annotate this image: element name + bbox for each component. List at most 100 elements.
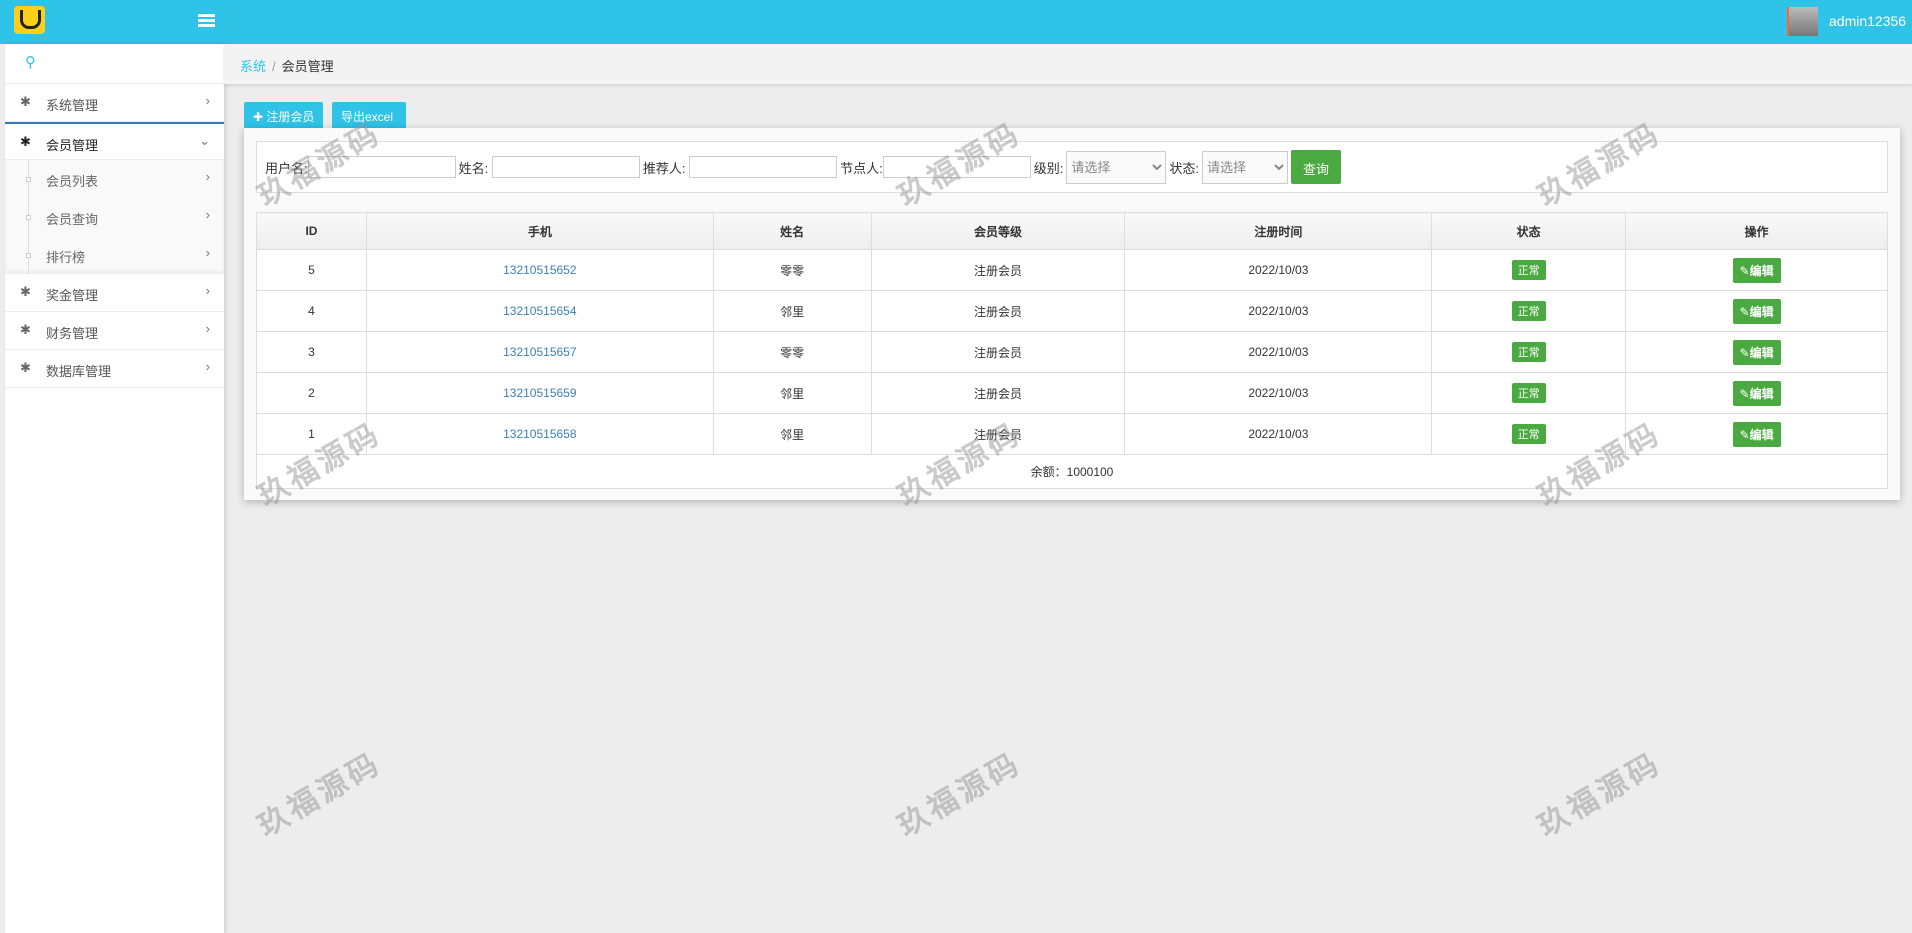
edit-icon: ✎ [1739,386,1750,401]
column-header: 姓名 [712,212,872,250]
member-table: ID 手机 姓名 会员等级 注册时间 状态 操作 5 13210515652 零零 注册会员 202… [256,212,1888,489]
sidebar-item-label: 会员查询 [46,212,99,227]
button-label: 编辑 [1749,386,1774,401]
table-cell: 2022/10/03 [1124,249,1433,291]
table-cell: 正常 [1431,249,1627,291]
column-header: 会员等级 [870,212,1126,250]
table-cell: 注册会员 [870,331,1126,373]
status-select[interactable]: 请选择 [1202,150,1288,184]
status-badge: 正常 [1511,301,1546,321]
sidebar-item-members[interactable]: ✱ 会员管理 ⌄ [5,122,224,160]
referrer-label: 推荐人: [642,160,686,176]
sidebar-item-label: 会员列表 [46,174,99,189]
breadcrumb-root[interactable]: 系统 [240,59,267,74]
node-input[interactable] [882,156,1031,178]
phone-link[interactable]: 13210515659 [503,386,577,400]
level-select[interactable]: 请选择 [1066,150,1167,184]
chevron-right-icon: › [205,245,210,260]
table-cell: 2022/10/03 [1124,331,1433,373]
table-cell: 13210515657 [365,331,714,373]
sidebar-item-label: 系统管理 [46,98,99,113]
table-cell: ✎编辑 [1625,249,1888,291]
gear-icon: ✱ [20,360,31,375]
watermark: 玖福源码 [252,746,387,844]
username-label: 用户名: [265,160,308,176]
sidebar-item-finance[interactable]: ✱ 财务管理 › [5,312,224,350]
phone-link[interactable]: 13210515654 [503,304,577,318]
sidebar-subitem-ranking[interactable]: 排行榜 › [5,236,224,274]
edit-button[interactable]: ✎编辑 [1732,257,1781,283]
menu-toggle-icon[interactable] [198,14,215,28]
sidebar-item-bonus[interactable]: ✱ 奖金管理 › [5,274,224,312]
filter-bar: 用户名: 姓名: 推荐人: 节点人: 级别: 请选择 状态: 请选择 查询 [256,141,1888,193]
column-header: 手机 [365,212,714,250]
plus-icon: ✚ [253,110,264,124]
phone-link[interactable]: 13210515658 [503,427,577,441]
table-cell: 正常 [1431,413,1627,455]
gear-icon: ✱ [20,322,31,337]
sidebar-subitem-member-query[interactable]: 会员查询 › [5,198,224,236]
table-cell: 邻里 [712,372,872,414]
table-cell: 13210515652 [365,249,714,291]
column-header: 状态 [1431,212,1627,250]
sidebar-subitem-member-list[interactable]: 会员列表 › [5,160,224,198]
chevron-right-icon: › [205,359,210,374]
status-badge: 正常 [1511,383,1546,403]
table-cell: 注册会员 [870,413,1126,455]
sidebar-item-database[interactable]: ✱ 数据库管理 › [5,350,224,388]
top-header: admin12356 [0,0,1912,44]
button-label: 编辑 [1749,263,1774,278]
status-badge: 正常 [1511,424,1546,444]
table-cell: 正常 [1431,331,1627,373]
edit-button[interactable]: ✎编辑 [1732,298,1781,324]
table-row: 3 13210515657 零零 注册会员 2022/10/03 正常 ✎编辑 [256,331,1888,373]
sidebar-item-label: 会员管理 [46,138,99,153]
chevron-down-icon: ⌄ [199,133,210,148]
table-cell: 1 [256,413,367,455]
balance-footer: 余额：1000100 [256,454,1888,489]
chevron-right-icon: › [205,93,210,108]
button-label: 编辑 [1749,427,1774,442]
username[interactable]: admin12356 [1829,13,1907,29]
table-cell: 2022/10/03 [1124,372,1433,414]
watermark: 玖福源码 [1532,746,1667,844]
edit-button[interactable]: ✎编辑 [1732,380,1781,406]
export-excel-button[interactable]: 导出excel [332,102,406,129]
column-header: 注册时间 [1124,212,1433,250]
chevron-right-icon: › [205,169,210,184]
sidebar-item-label: 奖金管理 [46,288,99,303]
gear-icon: ✱ [20,284,31,299]
table-row: 4 13210515654 邻里 注册会员 2022/10/03 正常 ✎编辑 [256,290,1888,332]
username-input[interactable] [307,156,456,178]
chevron-right-icon: › [205,283,210,298]
search-icon[interactable]: ⚲ [25,54,36,71]
edit-button[interactable]: ✎编辑 [1732,339,1781,365]
name-input[interactable] [491,156,640,178]
submenu-members: 会员列表 › 会员查询 › 排行榜 › [5,160,224,274]
table-row: 5 13210515652 零零 注册会员 2022/10/03 正常 ✎编辑 [256,249,1888,291]
referrer-input[interactable] [689,156,838,178]
table-cell: 邻里 [712,413,872,455]
column-header: ID [256,212,367,250]
breadcrumb-current: 会员管理 [281,59,334,74]
table-cell: 注册会员 [870,372,1126,414]
sidebar-item-system[interactable]: ✱ 系统管理 › [5,84,224,122]
status-badge: 正常 [1511,342,1546,362]
table-cell: 3 [256,331,367,373]
table-cell: 注册会员 [870,290,1126,332]
query-button[interactable]: 查询 [1291,150,1342,184]
button-label: 编辑 [1749,345,1774,360]
member-panel: 用户名: 姓名: 推荐人: 节点人: 级别: 请选择 状态: 请选择 查询 ID 手机… [244,128,1900,500]
phone-link[interactable]: 13210515652 [503,263,577,277]
phone-link[interactable]: 13210515657 [503,345,577,359]
gear-icon: ✱ [20,94,31,109]
edit-button[interactable]: ✎编辑 [1732,421,1781,447]
table-cell: 正常 [1431,372,1627,414]
sidebar-search[interactable]: ⚲ [5,44,224,84]
table-cell: ✎编辑 [1625,413,1888,455]
register-member-button[interactable]: ✚ 注册会员 [244,102,324,129]
table-cell: 2022/10/03 [1124,413,1433,455]
table-cell: ✎编辑 [1625,331,1888,373]
table-cell: 零零 [712,249,872,291]
avatar[interactable] [1787,7,1818,36]
